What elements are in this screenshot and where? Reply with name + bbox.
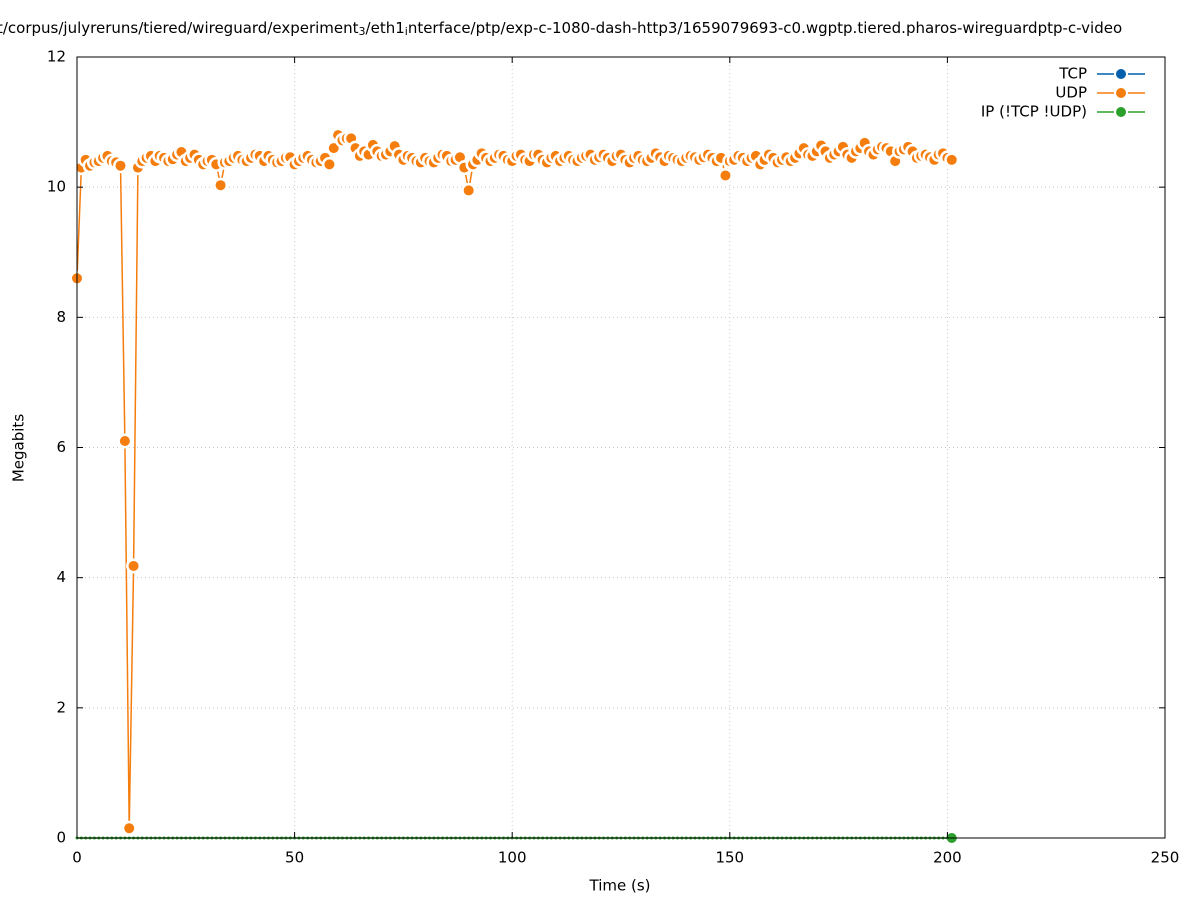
- title-subscript: i: [405, 25, 408, 38]
- point: [720, 170, 731, 181]
- y-tick-label: 4: [56, 568, 66, 586]
- title-part: t/corpus/julyreruns/tiered/wireguard/exp…: [0, 19, 359, 37]
- point: [328, 143, 339, 154]
- legend-label: TCP: [1058, 65, 1087, 83]
- legend-label: IP (!TCP !UDP): [981, 103, 1087, 121]
- plot-area: [69, 127, 960, 843]
- title-subscript: 3: [359, 25, 366, 38]
- x-tick-label: 200: [933, 849, 962, 867]
- point: [463, 185, 474, 196]
- y-tick-label: 0: [56, 829, 66, 847]
- y-tick-label: 6: [56, 438, 66, 456]
- x-axis-label: Time (s): [589, 877, 651, 895]
- series-line: [76, 133, 953, 829]
- title-part: /eth1: [366, 19, 405, 37]
- point: [115, 160, 126, 171]
- y-tick-label: 12: [47, 48, 66, 66]
- point: [128, 560, 139, 571]
- point: [946, 154, 957, 165]
- chart-title: t/corpus/julyreruns/tiered/wireguard/exp…: [0, 19, 1122, 39]
- point: [119, 435, 130, 446]
- legend-swatch-point: [1116, 88, 1126, 98]
- x-tick-label: 150: [715, 849, 744, 867]
- x-tick-label: 250: [1151, 849, 1180, 867]
- point: [215, 180, 226, 191]
- point: [454, 152, 465, 163]
- legend-label: UDP: [1055, 84, 1087, 102]
- y-axis-label: Megabits: [10, 414, 28, 482]
- y-tick-label: 8: [56, 308, 66, 326]
- y-tick-label: 10: [47, 178, 66, 196]
- title-part: nterface/ptp/exp-c-1080-dash-http3/16590…: [408, 19, 1122, 37]
- x-tick-label: 100: [498, 849, 527, 867]
- grid: [76, 56, 1166, 839]
- point: [124, 823, 135, 834]
- legend-swatch-point: [1116, 69, 1126, 79]
- point: [324, 159, 335, 170]
- x-tick-label: 0: [72, 849, 82, 867]
- x-tick-label: 50: [285, 849, 304, 867]
- legend-swatch-point: [1116, 107, 1126, 117]
- y-tick-label: 2: [56, 698, 66, 716]
